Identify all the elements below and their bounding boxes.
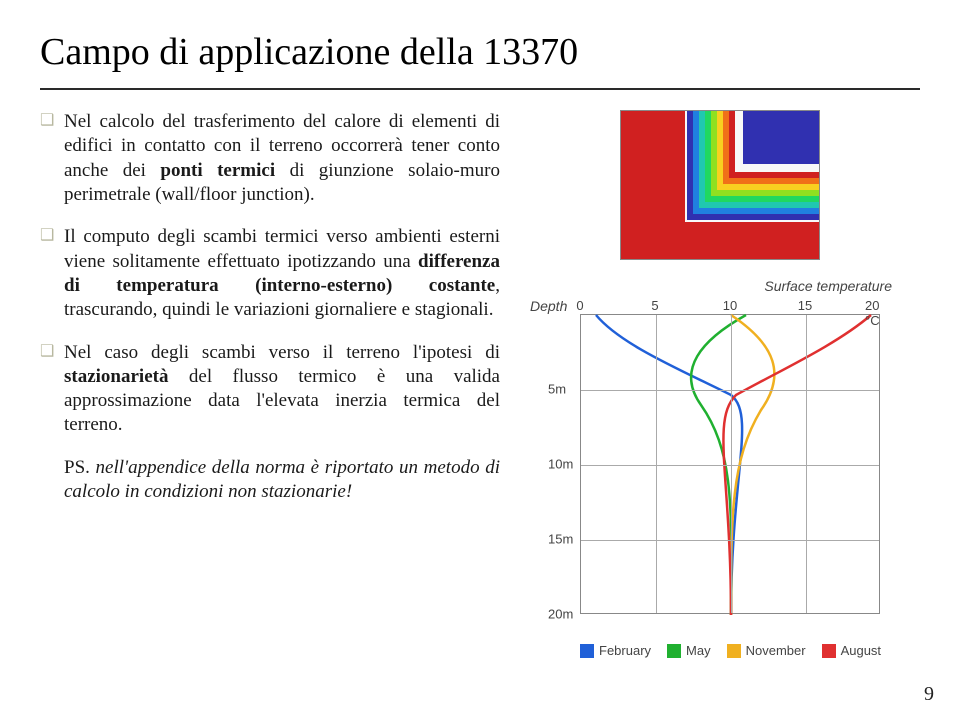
chart-top-label: Surface temperature <box>764 278 892 294</box>
legend-swatch <box>727 644 741 658</box>
bullet-3-bold: stazionarietà <box>64 366 168 387</box>
legend-label: May <box>686 643 711 658</box>
ps-line: PS. nell'appendice della norma è riporta… <box>40 456 500 505</box>
image-column: Surface temperature Depth February May Nov… <box>520 110 920 658</box>
chart-plot-area <box>580 314 880 614</box>
text-column: ❑ Nel calcolo del trasferimento del calo… <box>40 110 500 658</box>
legend-item: November <box>727 643 806 658</box>
depth-temperature-chart: Surface temperature Depth February May Nov… <box>530 278 910 658</box>
ps-pre: PS. <box>64 457 96 478</box>
ps-ital: nell'appendice della norma è riportato u… <box>64 457 500 502</box>
legend-label: August <box>841 643 881 658</box>
legend-swatch <box>667 644 681 658</box>
page-number: 9 <box>924 683 934 706</box>
chart-legend: February May November August <box>580 643 881 658</box>
x-tick-label: 15 <box>798 298 812 313</box>
legend-item: February <box>580 643 651 658</box>
legend-swatch <box>580 644 594 658</box>
x-tick-label: 10 <box>723 298 737 313</box>
content-row: ❑ Nel calcolo del trasferimento del calo… <box>40 110 920 658</box>
legend-label: November <box>746 643 806 658</box>
bullet-2: ❑ Il computo degli scambi termici verso … <box>40 225 500 322</box>
bullet-3-pre: Nel caso degli scambi verso il terreno l… <box>64 342 500 363</box>
x-tick-label: 0 <box>576 298 583 313</box>
y-tick-label: 10m <box>548 457 573 472</box>
bullet-1-bold: ponti termici <box>160 160 275 181</box>
thermal-bridge-image <box>620 110 820 260</box>
bullet-1: ❑ Nel calcolo del trasferimento del calo… <box>40 110 500 207</box>
chart-left-label: Depth <box>530 298 567 314</box>
bullet-icon: ❑ <box>40 341 58 438</box>
bullet-icon: ❑ <box>40 225 58 322</box>
legend-label: February <box>599 643 651 658</box>
thermal-svg <box>621 111 820 260</box>
bullet-icon: ❑ <box>40 110 58 207</box>
x-tick-label: 5 <box>651 298 658 313</box>
page-title: Campo di applicazione della 13370 <box>40 30 920 90</box>
bullet-3: ❑ Nel caso degli scambi verso il terreno… <box>40 341 500 438</box>
legend-item: May <box>667 643 711 658</box>
x-tick-label: 20 °C <box>865 298 895 328</box>
y-tick-label: 20m <box>548 607 573 622</box>
y-tick-label: 15m <box>548 532 573 547</box>
legend-item: August <box>822 643 881 658</box>
y-tick-label: 5m <box>548 382 566 397</box>
legend-swatch <box>822 644 836 658</box>
